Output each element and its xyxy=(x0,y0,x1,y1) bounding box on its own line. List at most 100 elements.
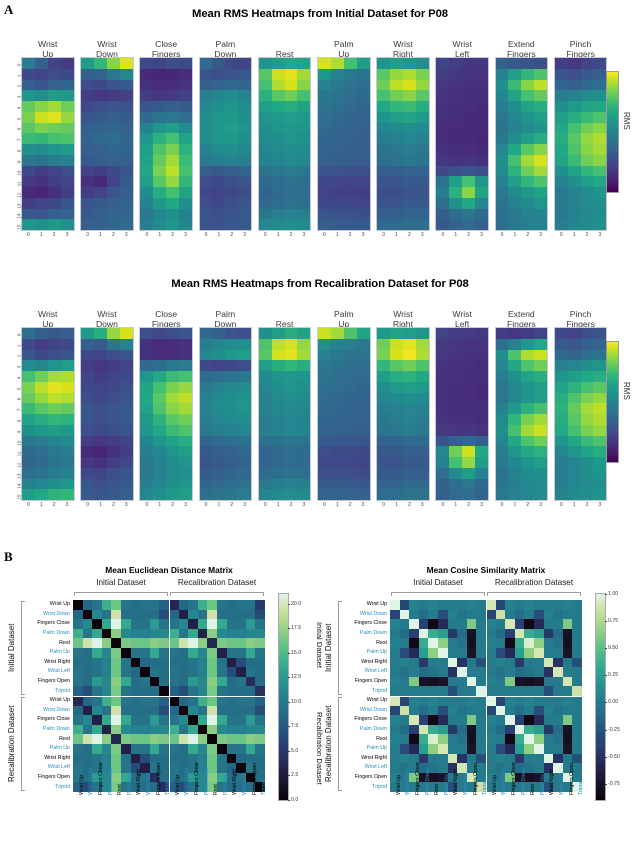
heatmap-ytick: 4 xyxy=(16,106,22,109)
heatmap-ytick: 15 xyxy=(16,224,22,230)
colorbar-tickmark xyxy=(288,628,290,629)
heatmap-xtick: 0 xyxy=(145,232,149,238)
heatmap-xtick: 1 xyxy=(513,232,517,238)
heatmap-label-close-fingers: Close Fingers xyxy=(151,309,181,329)
matrix-row-label: Fingers Close xyxy=(354,620,387,627)
matrix-group-header: Recalibration Dataset xyxy=(177,578,257,587)
heatmap-ytick: 4 xyxy=(16,376,22,379)
matrix-column-label: Fingers Close xyxy=(98,762,104,795)
matrix-title: Mean Cosine Similarity Matrix xyxy=(426,565,546,575)
panel-a-title-recal: Mean RMS Heatmaps from Recalibration Dat… xyxy=(171,278,469,290)
heatmap-xtick: 3 xyxy=(361,232,365,238)
matrix-column-label: Palm Down xyxy=(107,767,114,795)
heatmap-ytick: 9 xyxy=(16,430,22,433)
matrix-row-label: Fingers Close xyxy=(354,716,387,723)
matrix-row-label: Wrist Right xyxy=(361,754,387,761)
heatmap-xtick: 3 xyxy=(480,232,483,238)
matrix-side-group-label: Initial Dataset xyxy=(7,623,16,673)
colorbar-tick-label: 0.50 xyxy=(608,645,619,652)
matrix-column-label: Rest xyxy=(117,784,124,795)
matrix-group-header: Initial Dataset xyxy=(413,578,463,587)
heatmap-xtick: 0 xyxy=(323,502,326,508)
heatmap-label-wrist-left: Wrist Left xyxy=(452,309,472,329)
heatmap-xtick: 1 xyxy=(276,502,280,508)
heatmap-wrist-left xyxy=(435,327,489,501)
matrix-horizontal-separator xyxy=(390,696,582,698)
matrix-row-label: Wrist Left xyxy=(364,764,387,771)
heatmap-xtick: 1 xyxy=(276,232,280,238)
heatmap-xtick: 0 xyxy=(441,502,445,508)
heatmap-xtick: 1 xyxy=(513,502,517,508)
matrix-column-label: Palm Up xyxy=(126,774,133,795)
matrix-column-label: Wrist Up xyxy=(491,774,498,795)
colorbar-tickmark xyxy=(605,729,607,731)
heatmap-xtick: 2 xyxy=(407,232,411,238)
colorbar-rms-recal xyxy=(606,341,619,463)
heatmap-ytick: 13 xyxy=(16,203,22,209)
heatmap-label-palm-up: Palm Up xyxy=(333,39,354,59)
heatmap-xtick: 1 xyxy=(335,502,339,508)
heatmap-ytick: 14 xyxy=(16,483,22,489)
colorbar-tick-label: 0.0 xyxy=(291,797,299,803)
matrix-row-label: Palm Up xyxy=(49,649,70,656)
heatmap-xtick: 2 xyxy=(52,232,56,238)
colorbar-tick-label: 5.0 xyxy=(291,747,299,754)
heatmap-xtick: 1 xyxy=(395,502,398,508)
heatmap-ytick: 0 xyxy=(16,333,22,336)
matrix-title: Mean Euclidean Distance Matrix xyxy=(105,565,233,575)
heatmap-xtick: 1 xyxy=(395,232,398,238)
heatmap-xtick: 3 xyxy=(539,502,543,508)
matrix-row-label: Wrist Up xyxy=(366,601,387,608)
heatmap-xtick: 2 xyxy=(526,502,530,508)
heatmap-xtick: 3 xyxy=(243,502,247,508)
heatmap-xtick: 2 xyxy=(111,502,115,508)
heatmap-wrist-up xyxy=(21,57,75,231)
matrix-column-label: Fingers Open xyxy=(568,762,575,795)
heatmap-label-wrist-right: Wrist Right xyxy=(392,39,413,59)
heatmap-xtick: 2 xyxy=(171,502,174,508)
matrix-column-label: Wrist Right xyxy=(549,769,556,795)
colorbar-tickmark xyxy=(605,702,607,703)
colorbar-rms-recal-label: RMS xyxy=(622,382,631,400)
matrix-row-label: Fingers Open xyxy=(354,774,387,780)
heatmap-ytick: 5 xyxy=(16,387,22,390)
heatmap-palm-up xyxy=(317,327,371,501)
heatmap-xtick: 1 xyxy=(99,232,102,238)
matrix-row-label: Wrist Left xyxy=(364,668,387,675)
heatmap-xtick: 0 xyxy=(441,232,445,238)
colorbar-tickmark xyxy=(288,677,290,678)
heatmap-ytick: 10 xyxy=(16,170,22,176)
matrix-colorbar xyxy=(278,593,289,801)
matrix-row-label: Rest xyxy=(376,639,387,646)
heatmap-xtick: 3 xyxy=(124,502,128,508)
heatmap-pinch-fingers xyxy=(553,57,608,231)
heatmap-ytick: 12 xyxy=(16,462,22,468)
heatmap-xtick: 3 xyxy=(598,232,602,238)
heatmap-xtick: 1 xyxy=(158,232,162,238)
matrix-grid xyxy=(73,600,265,792)
matrix-column-label: Palm Up xyxy=(443,774,450,795)
heatmap-label-extend-fingers: Extend Fingers xyxy=(507,39,536,59)
matrix-row-label: Wrist Right xyxy=(44,658,70,665)
matrix-column-label: Wrist Up xyxy=(395,774,402,795)
matrix-column-label: Palm Up xyxy=(539,774,546,795)
colorbar-tick-label: -0.25 xyxy=(608,726,620,733)
matrix-group-bracket xyxy=(487,592,581,596)
colorbar-side-label: Initial Dataset xyxy=(315,622,324,669)
heatmap-xtick: 0 xyxy=(204,232,208,238)
heatmap-xtick: 1 xyxy=(572,232,576,238)
heatmap-wrist-left xyxy=(435,57,489,231)
heatmap-xtick: 0 xyxy=(27,232,30,238)
matrix-row-label: Wrist Up xyxy=(49,601,70,608)
heatmap-xtick: 1 xyxy=(217,502,221,508)
colorbar-tick-label: 20.0 xyxy=(291,600,302,607)
matrix-column-label: Tripod xyxy=(482,780,489,795)
matrix-column-label: Wrist Right xyxy=(453,769,460,795)
matrix-row-label: Wrist Right xyxy=(44,754,70,761)
heatmap-xtick: 0 xyxy=(263,232,267,238)
heatmap-ytick: 3 xyxy=(16,95,22,99)
heatmap-xtick: 2 xyxy=(289,232,293,238)
heatmap-xtick: 0 xyxy=(86,232,90,238)
heatmap-label-wrist-up: Wrist Up xyxy=(38,39,58,59)
heatmap-label-pinch-fingers: Pinch Fingers xyxy=(566,309,595,329)
